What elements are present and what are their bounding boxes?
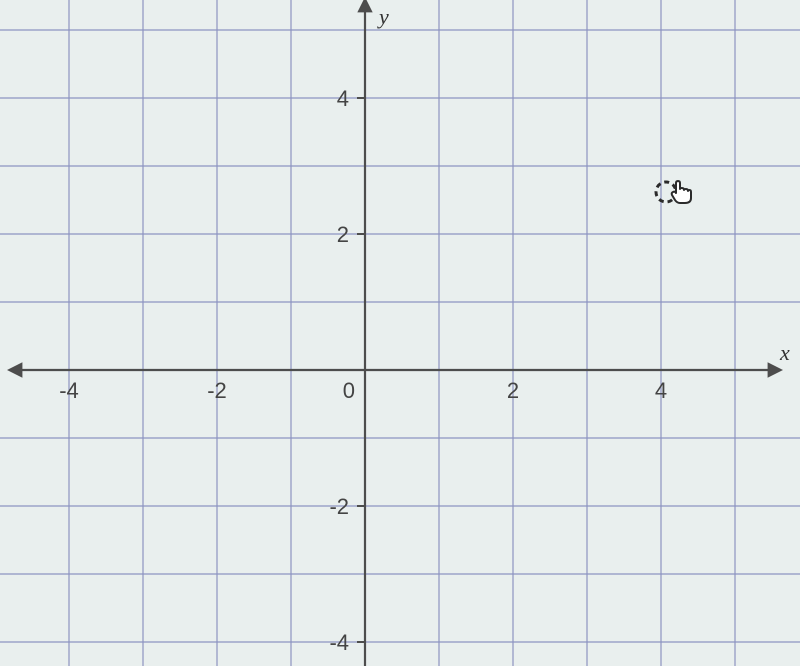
y-tick-label: 2 (337, 222, 349, 247)
x-tick-label: -4 (59, 378, 79, 403)
y-tick-label: 4 (337, 86, 349, 111)
x-tick-label: -2 (207, 378, 227, 403)
x-tick-label: 0 (343, 378, 355, 403)
y-axis-label: y (377, 4, 389, 29)
x-axis-label: x (779, 340, 790, 365)
y-tick-label: -4 (329, 630, 349, 655)
y-tick-label: -2 (329, 494, 349, 519)
x-tick-label: 2 (507, 378, 519, 403)
coordinate-plane[interactable]: y x -4 -2 2 4 -4 -2 0 2 4 (0, 0, 800, 666)
grid-svg: y x -4 -2 2 4 -4 -2 0 2 4 (0, 0, 800, 666)
x-tick-label: 4 (655, 378, 667, 403)
